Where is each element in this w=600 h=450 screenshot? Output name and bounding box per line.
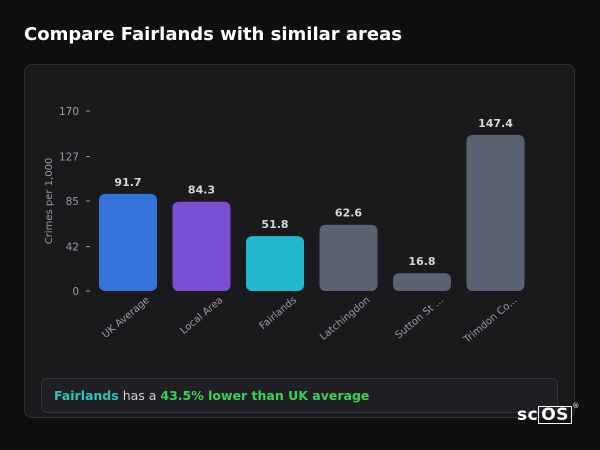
y-tick-label: 0 [72, 286, 79, 298]
summary-banner: Fairlands has a 43.5% lower than UK aver… [41, 378, 558, 413]
bar [99, 193, 157, 291]
bar [393, 273, 451, 291]
value-label: 16.8 [408, 255, 435, 268]
bar [246, 236, 304, 291]
y-axis-label: Crimes per 1,000 [44, 158, 55, 245]
x-tick-label: Latchingdon [318, 295, 372, 343]
bar-chart: Crimes per 1,000 0 42 85 127 170 91.7 UK Averag… [44, 106, 525, 346]
scos-logo: sc OS ® [517, 402, 579, 425]
value-label: 51.8 [261, 218, 288, 231]
chart-card: Crimes per 1,000 0 42 85 127 170 91.7 UK Averag… [24, 64, 575, 418]
y-tick-label: 42 [66, 242, 79, 254]
x-tick-label: Local Area [178, 295, 225, 337]
y-tick-label: 127 [59, 152, 79, 164]
summary-area-name: Fairlands [54, 388, 119, 403]
bar [466, 134, 525, 291]
value-label: 84.3 [188, 184, 215, 197]
page-title: Compare Fairlands with similar areas [24, 24, 402, 45]
bar [319, 224, 378, 291]
value-label: 62.6 [335, 207, 362, 220]
bar [172, 201, 231, 291]
x-tick-label: UK Average [100, 295, 152, 341]
value-label: 147.4 [478, 117, 513, 130]
value-label: 91.7 [114, 176, 141, 189]
logo-text-os: OS [538, 406, 572, 424]
x-tick-label: Fairlands [258, 295, 299, 332]
logo-registered-mark: ® [572, 402, 580, 410]
y-tick-label: 85 [66, 196, 79, 208]
summary-stat: 43.5% lower than UK average [160, 388, 370, 403]
x-tick-label: Sutton St ... [394, 295, 446, 341]
x-tick-label: Trimdon Co... [461, 295, 519, 346]
y-tick-label: 170 [59, 106, 79, 118]
summary-text: has a [122, 388, 157, 403]
logo-text-sc: sc [517, 405, 539, 425]
